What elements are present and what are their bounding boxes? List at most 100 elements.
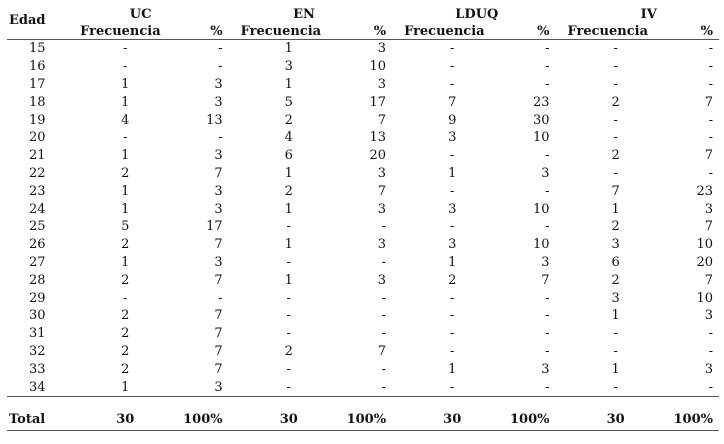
frequency-cell: 7 [611,183,620,199]
age-cell: 26 [29,237,46,253]
frequency-cell: - [286,290,291,306]
percent-cell: 3 [704,201,713,217]
percent-cell: 3 [214,76,223,92]
group-header-en: EN [293,7,315,22]
percent-cell: - [708,130,713,146]
percent-cell: - [708,165,713,181]
frequency-cell: - [613,165,618,181]
frequency-cell: - [450,183,455,199]
percent-cell: 23 [696,183,713,199]
frequency-cell: 2 [121,272,130,288]
percent-cell: - [381,219,387,235]
age-cell: 34 [7,378,66,397]
table-row: 28 2 7 1 3 2 7 2 7 [7,271,719,289]
percent-cell: 7 [377,343,387,359]
frequency-cell: 1 [284,237,293,253]
frequency-cell: 3 [448,237,457,253]
age-cell: 31 [29,326,46,342]
percent-cell: 20 [696,254,713,270]
total-cell: 30 [392,409,499,431]
frequency-cell: 5 [284,94,293,110]
percent-cell: 20 [369,148,387,164]
frequency-cell: - [613,112,618,128]
percent-cell: - [498,378,556,397]
percent-cell: 10 [532,130,550,146]
percent-cell: 10 [369,59,387,75]
frequency-cell: 1 [284,272,293,288]
total-label: Total [7,409,66,431]
age-cell: 29 [29,290,46,306]
frequency-cell: - [450,343,455,359]
frequency-cell: - [613,130,618,146]
percent-cell: - [545,290,550,306]
percent-cell: - [545,343,550,359]
percent-cell: 3 [214,183,223,199]
percent-cell: 3 [704,361,713,377]
frequency-cell: - [613,326,618,342]
percent-cell: 7 [541,272,550,288]
percent-cell: - [381,254,387,270]
percent-cell: - [545,41,550,57]
frequency-cell: 2 [121,165,130,181]
group-header-iv: IV [640,7,657,22]
percent-cell: 7 [214,272,223,288]
percent-cell: - [708,343,713,359]
frequency-cell: - [450,219,455,235]
table-row: 20 - - 4 13 3 10 - - [7,129,719,147]
percent-cell: 3 [541,254,550,270]
frequency-cell: 1 [611,361,620,377]
group-header-uc: UC [129,7,152,22]
frequency-cell: 2 [448,272,457,288]
subheader-row: Frecuencia % Frecuencia % Frecuencia % F… [7,22,719,40]
frequency-cell: 1 [448,165,457,181]
freq-header: Frecuencia [392,22,499,40]
percent-cell: 7 [704,94,713,110]
percent-cell: 3 [377,165,387,181]
frequency-cell: - [450,326,455,342]
table-row: 32 2 7 2 7 - - - - [7,343,719,361]
age-cell: 19 [29,112,46,128]
percent-cell: 30 [532,112,550,128]
age-cell: 30 [29,308,46,324]
table-row: 34 1 3- - - - - - [7,378,719,397]
frequency-cell: - [123,59,128,75]
age-cell: 20 [29,130,46,146]
frequency-cell: 2 [611,272,620,288]
pct-header: % [171,22,229,40]
age-cell: 27 [29,254,46,270]
frequency-cell: - [286,326,291,342]
group-header-row: Edad UC EN LDUQ IV [7,2,719,40]
total-cell: 100% [498,409,556,431]
table-row: 30 2 7 - - - - 1 3 [7,307,719,325]
table-row: 15 - - 1 3 - - - - [7,40,719,58]
frequency-cell: 2 [284,343,293,359]
percent-cell: - [708,41,713,57]
percent-cell: 3 [704,308,713,324]
age-cell: 33 [29,361,46,377]
pct-header: % [334,22,393,40]
percent-cell: 3 [377,237,387,253]
age-cell: 24 [29,201,46,217]
frequency-cell: - [450,308,455,324]
frequency-cell: 3 [611,237,620,253]
frequency-cell: 2 [284,112,293,128]
percent-cell: 3 [541,165,550,181]
frequency-cell: - [228,378,335,397]
percent-cell: 7 [214,237,223,253]
percent-cell: 3 [377,201,387,217]
frequency-cell: 1 [448,254,457,270]
frequency-cell: 2 [284,183,293,199]
percent-cell: - [545,308,550,324]
frequency-cell: 1 [611,201,620,217]
percent-cell: 17 [369,94,387,110]
age-column-header: Edad [7,2,66,40]
percent-cell: - [545,76,550,92]
age-cell: 17 [29,76,46,92]
frequency-cell: 4 [284,130,293,146]
group-header-lduq: LDUQ [455,7,499,22]
age-frequency-table: Edad UC EN LDUQ IV Frecuencia % Frecuenc… [7,2,719,431]
freq-header: Frecuencia [555,22,662,40]
total-cell: 100% [661,409,719,431]
table-row: 25 5 17 - - - - 2 7 [7,218,719,236]
percent-cell: 7 [704,148,713,164]
